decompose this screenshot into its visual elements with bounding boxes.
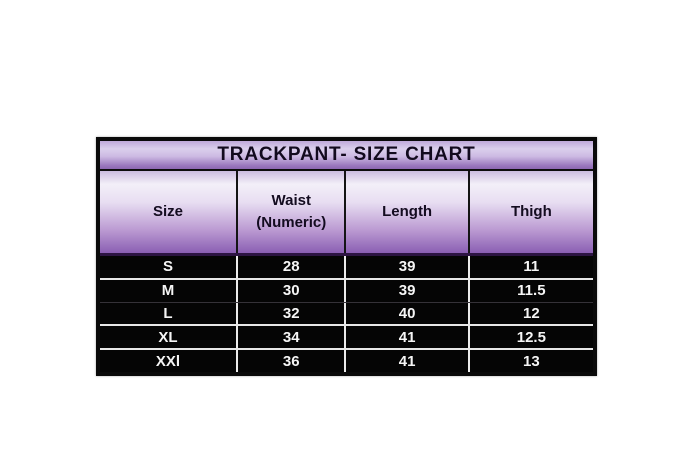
cell-length: 39 xyxy=(346,279,470,302)
cell-thigh: 11 xyxy=(523,258,540,276)
table-title: TRACKPANT- SIZE CHART xyxy=(217,144,476,165)
header-cell-size: Size xyxy=(100,171,239,253)
cell-length: 41 xyxy=(346,326,470,349)
cell-waist: 28 xyxy=(238,256,347,278)
header-cell-length: Length xyxy=(346,171,470,253)
table-row-l: L 32 40 12 xyxy=(100,302,593,327)
table-row-s: S 28 39 11 xyxy=(100,256,593,280)
header-cell-waist: Waist (Numeric) xyxy=(238,171,347,253)
cell-length: 41 xyxy=(346,350,470,372)
cell-size: S xyxy=(100,256,239,278)
cell-size: XXl xyxy=(100,350,239,372)
table-body: S 28 39 11 M 30 39 11.5 L 32 40 12 XL 34… xyxy=(100,256,593,372)
table-row-m: M 30 39 11.5 xyxy=(100,279,593,303)
cell-waist: 34 xyxy=(238,326,347,349)
header-cell-thigh: Thigh xyxy=(510,202,552,220)
size-chart-table: TRACKPANT- SIZE CHART Size Waist (Numeri… xyxy=(96,137,597,376)
cell-waist: 30 xyxy=(238,279,347,302)
table-row-xxl: XXl 36 41 13 xyxy=(100,350,593,372)
cell-size: L xyxy=(100,302,239,325)
cell-size: XL xyxy=(100,326,239,349)
table-header-row: Size Waist (Numeric) Length Thigh xyxy=(100,171,593,256)
cell-thigh: 12 xyxy=(523,304,540,322)
table-row-xl: XL 34 41 12.5 xyxy=(100,326,593,351)
cell-waist: 36 xyxy=(238,350,347,372)
cell-thigh: 13 xyxy=(523,352,540,370)
cell-size: M xyxy=(100,279,239,302)
table-title-bar: TRACKPANT- SIZE CHART xyxy=(100,141,593,171)
cell-thigh: 11.5 xyxy=(517,282,546,300)
cell-length: 40 xyxy=(346,302,470,325)
cell-length: 39 xyxy=(346,256,470,278)
cell-thigh: 12.5 xyxy=(516,328,546,346)
cell-waist: 32 xyxy=(238,302,347,325)
